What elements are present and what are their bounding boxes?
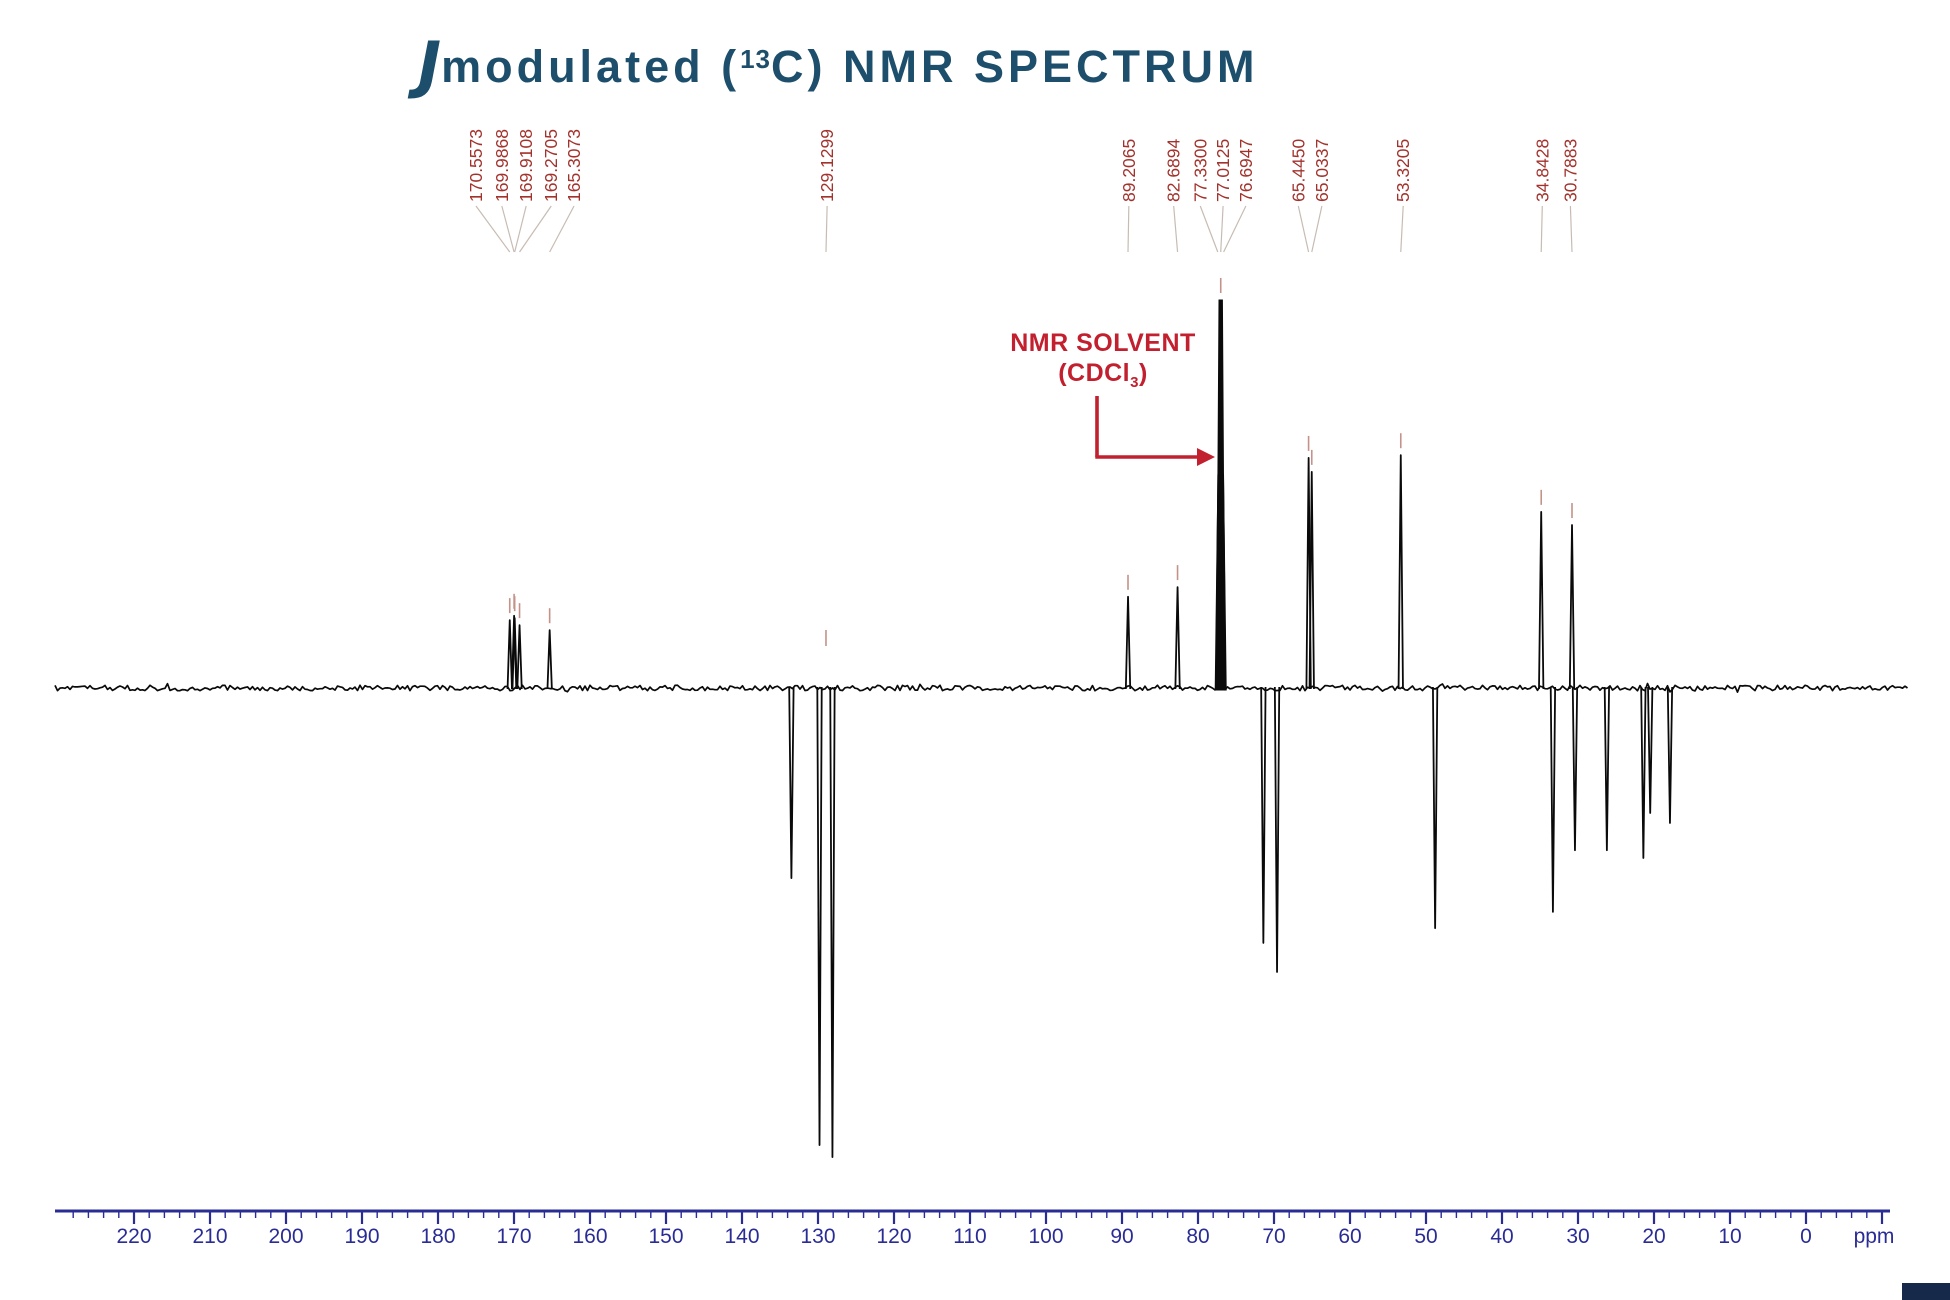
peak-label: 65.0337 <box>1312 139 1332 202</box>
x-axis-tick-label: 200 <box>268 1225 303 1248</box>
peak-label: 30.7883 <box>1560 139 1580 202</box>
peak-label: 82.6894 <box>1164 138 1184 202</box>
peak-down-line <box>1260 686 1267 944</box>
x-axis-tick-label: 190 <box>344 1225 379 1248</box>
x-axis-tick-label: 40 <box>1490 1225 1513 1248</box>
corner-box <box>1902 1283 1950 1300</box>
solvent-annotation: NMR SOLVENT (CDCl3) <box>968 328 1238 398</box>
x-axis-tick-label: 150 <box>648 1225 683 1248</box>
title-j: J <box>418 28 442 101</box>
peak-label: 53.3205 <box>1393 139 1413 202</box>
peak-label-connector <box>514 205 527 253</box>
peak-label: 169.9868 <box>492 129 512 202</box>
x-axis-tick-label: 20 <box>1642 1225 1665 1248</box>
peak-label-connector <box>1540 205 1543 253</box>
peak-label-connector <box>825 205 828 253</box>
peak-label-connector <box>1569 205 1573 253</box>
peak-down-line <box>1640 686 1647 859</box>
peak-label: 89.2065 <box>1119 139 1139 202</box>
solvent-annotation-line1: NMR SOLVENT <box>1010 329 1196 357</box>
peak-label-connector <box>549 205 575 253</box>
peak-down-line <box>1571 686 1579 852</box>
peak-up-line <box>1308 470 1315 690</box>
peak-label-connector <box>1400 205 1404 253</box>
title-part1: modulated ( <box>441 41 741 92</box>
x-axis-tick-label: 220 <box>116 1225 151 1248</box>
peak-down-line <box>788 686 795 880</box>
peak-label: 77.3300 <box>1190 138 1210 202</box>
peak-up-line <box>516 624 523 690</box>
x-axis-tick-label: 80 <box>1186 1225 1209 1248</box>
peak-label: 34.8428 <box>1532 139 1552 202</box>
peak-label-connector <box>1220 205 1224 253</box>
peak-label: 65.4450 <box>1288 138 1308 202</box>
x-axis-tick-label: 170 <box>496 1225 531 1248</box>
solvent-arrow-head <box>1197 448 1215 466</box>
peak-label: 165.3073 <box>564 129 584 202</box>
x-axis-tick-label: 10 <box>1718 1225 1741 1248</box>
peak-down-line <box>1549 686 1557 913</box>
peak-label-connector <box>1199 205 1219 253</box>
peak-up-line <box>546 629 553 690</box>
peak-up-line <box>1174 586 1181 690</box>
peak-label-connector <box>1223 205 1247 253</box>
peak-down-line <box>1273 686 1281 973</box>
x-axis-tick-label: 180 <box>420 1225 455 1248</box>
peak-label: 76.6947 <box>1236 139 1256 202</box>
x-axis-tick-label: 110 <box>953 1225 986 1248</box>
title-superscript-13: 13 <box>740 44 771 74</box>
peak-label-connector <box>1297 205 1310 253</box>
x-axis-tick-label: 30 <box>1566 1225 1589 1248</box>
x-axis-tick-label: 130 <box>800 1225 835 1248</box>
peak-label: 77.0125 <box>1213 139 1233 202</box>
solvent-annotation-line2: (CDCl3) <box>1058 359 1148 391</box>
x-axis-tick-label: 210 <box>192 1225 227 1248</box>
peak-up-line <box>1568 524 1576 690</box>
x-axis-tick-label: 70 <box>1262 1225 1285 1248</box>
peak-down-line <box>816 686 823 1146</box>
peak-up-line <box>506 619 513 690</box>
x-axis-tick-label: 100 <box>1028 1225 1063 1248</box>
peak-up-line <box>1397 454 1404 690</box>
peak-down-line <box>1432 686 1439 930</box>
peak-label-connector <box>1311 205 1323 253</box>
peak-down-line <box>1603 686 1610 852</box>
peak-label: 169.9108 <box>516 129 536 202</box>
peak-label: 169.2705 <box>541 129 561 202</box>
peak-label-connector <box>519 205 552 253</box>
peak-up-line <box>1124 595 1132 690</box>
peak-up-line <box>1220 473 1227 690</box>
x-axis-tick-label: 0 <box>1800 1225 1812 1248</box>
peak-label-connector <box>501 205 515 253</box>
title-part2: C) NMR SPECTRUM <box>771 41 1259 92</box>
x-axis-tick-label: 140 <box>724 1225 759 1248</box>
x-axis-tick-label: 50 <box>1414 1225 1437 1248</box>
peak-label: 170.5573 <box>466 129 486 202</box>
peak-up-line <box>1538 510 1545 690</box>
peak-up-line <box>511 617 518 690</box>
x-axis-tick-label: 120 <box>876 1225 911 1248</box>
peak-label-connector <box>1173 205 1179 253</box>
solvent-annotation-sub3: 3 <box>1130 374 1139 391</box>
peak-label-connector <box>475 205 511 253</box>
x-axis-tick-label: 90 <box>1110 1225 1133 1248</box>
noise-trace <box>54 682 1908 693</box>
peak-down-line <box>829 686 836 1158</box>
x-axis-tick-label: 160 <box>572 1225 607 1248</box>
page-title: Jmodulated (13C) NMR SPECTRUM <box>418 28 1258 101</box>
peak-down-line <box>1647 686 1654 814</box>
peak-label: 129.1299 <box>817 129 837 202</box>
peak-down-line <box>1666 686 1674 824</box>
x-axis-unit-label: ppm <box>1854 1225 1895 1248</box>
x-axis-tick-label: 60 <box>1338 1225 1361 1248</box>
peak-label-connector <box>1127 205 1130 253</box>
